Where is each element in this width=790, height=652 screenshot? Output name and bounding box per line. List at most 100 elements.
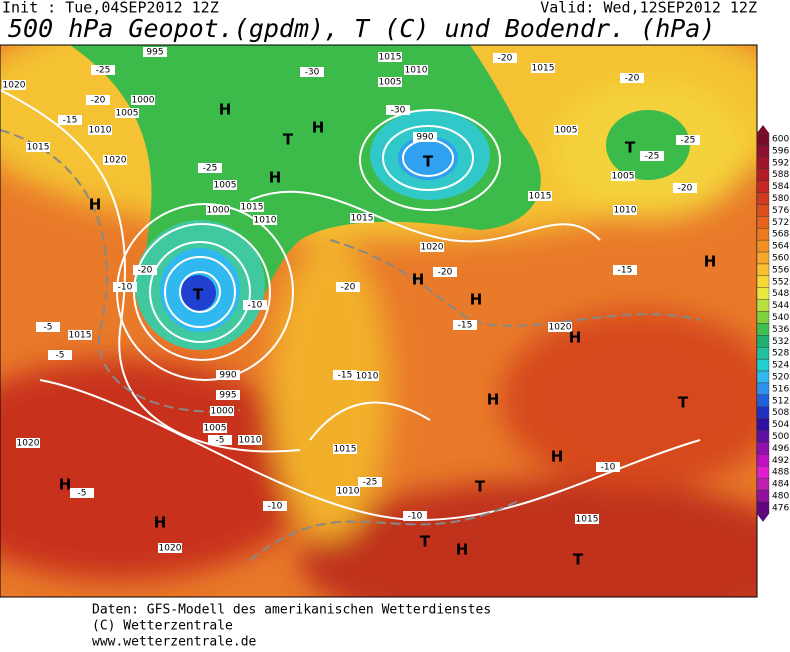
colorbar-cell [756,228,770,241]
temperature-label: -5 [78,489,87,499]
label-backing [206,205,230,215]
label-backing [70,488,94,498]
label-backing [253,215,277,225]
colorbar-label: 544 [772,301,789,311]
isobar-label: 1010 [254,216,277,226]
colorbar-label: 504 [772,420,789,430]
colorbar-label: 492 [772,456,789,466]
label-backing [115,108,139,118]
colorbar-cell [756,311,770,324]
pressure-center: H [154,514,167,532]
colorbar-cell [756,454,770,467]
label-backing [640,151,664,161]
pressure-center: T [625,139,636,157]
label-backing [198,163,222,173]
isobar-label: 1005 [612,172,635,182]
colorbar-label: 584 [772,182,789,192]
pressure-center: H [704,253,717,271]
pressure-center: T [423,153,434,171]
label-backing [216,390,240,400]
isobar-label: 1015 [351,214,374,224]
label-backing [433,267,457,277]
isobar-label: 1015 [334,445,357,455]
footer-line: Daten: GFS-Modell des amerikanischen Wet… [92,603,491,618]
isobar-label: 1015 [532,64,555,74]
isobar-label: 1005 [214,181,237,191]
isobar-label: 990 [416,133,433,143]
colorbar-label: 572 [772,218,789,228]
isobar-label: 1005 [204,424,227,434]
isobar-label: 1010 [337,487,360,497]
label-backing [88,125,112,135]
pressure-center: T [420,533,431,551]
label-backing [68,330,92,340]
temperature-label: -25 [363,478,378,488]
isobar-label: 1015 [241,203,264,213]
colorbar-label: 580 [772,194,789,204]
label-backing [333,444,357,454]
temperature-label: -25 [96,66,111,76]
colorbar-cell [756,251,770,265]
colorbar-label: 600 [772,135,789,145]
isobar-label: 1005 [379,78,402,88]
label-backing [596,462,620,472]
temperature-label: -25 [681,136,696,146]
isobar-label: 1015 [576,515,599,525]
colorbar-cell [756,466,770,479]
temperature-label: -10 [118,283,133,293]
label-backing [355,371,379,381]
isobar-label: 995 [219,391,236,401]
colorbar-cell [756,263,770,277]
label-backing [333,370,357,380]
colorbar-label: 476 [772,503,789,513]
colorbar-label: 568 [772,230,789,240]
pressure-center: H [269,169,282,187]
colorbar-label: 588 [772,170,789,180]
temperature-label: -20 [498,54,513,64]
temperature-label: -30 [391,106,406,116]
isobar-label: 1000 [211,407,234,417]
colorbar-cell [756,477,770,491]
colorbar-label: 484 [772,480,789,490]
colorbar-cell [756,192,770,205]
isobar-label: 1015 [379,53,402,63]
pressure-center: H [470,291,483,309]
colorbar-label: 564 [772,242,789,252]
colorbar-cell [756,144,770,158]
temperature-label: -25 [203,164,218,174]
colorbar-label: 516 [772,384,789,394]
pressure-center: T [193,286,204,304]
pressure-center: H [89,196,102,214]
valid-time: Valid: Wed,12SEP2012 12Z [540,0,757,17]
label-backing [216,370,240,380]
label-backing [238,435,262,445]
pressure-center: H [59,476,72,494]
temperature-label: -15 [63,116,78,126]
isobar-label: 1015 [529,192,552,202]
label-backing [358,477,382,487]
label-backing [36,322,60,332]
colorbar-label: 532 [772,337,789,347]
label-backing [453,320,477,330]
label-backing [143,47,167,57]
colorbar-label: 596 [772,146,789,156]
label-backing [300,67,324,77]
temperature-label: -20 [438,268,453,278]
temperature-label: -20 [138,266,153,276]
label-backing [213,180,237,190]
isobar-label: 1020 [104,156,127,166]
label-backing [113,282,137,292]
isobar-label: 1005 [555,126,578,136]
label-backing [386,105,410,115]
pressure-center: T [475,478,486,496]
label-backing [403,511,427,521]
pressure-center: H [312,119,325,137]
pressure-center: H [219,101,232,119]
label-backing [531,63,555,73]
colorbar-cell [756,347,770,360]
footer-line: www.wetterzentrale.de [92,635,257,649]
label-backing [210,406,234,416]
label-backing [611,171,635,181]
colorbar-label: 552 [772,277,789,287]
